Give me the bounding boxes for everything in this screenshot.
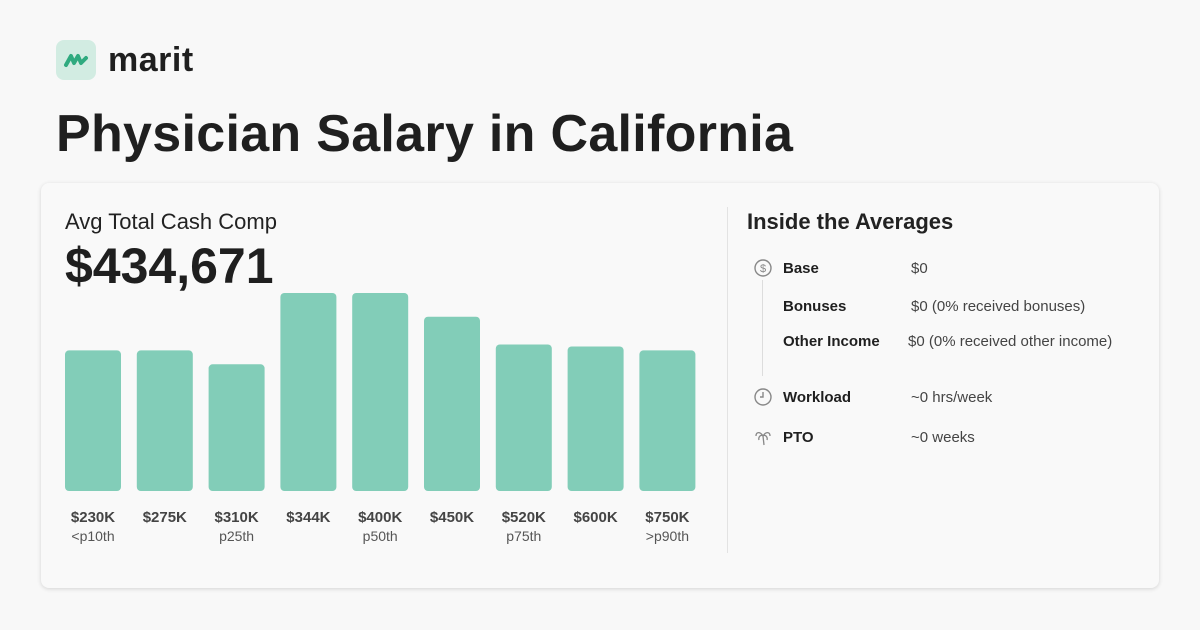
palm-tree-icon [753,427,773,447]
tick-label: $310K [214,509,258,526]
dollar-circle-icon: $ [753,258,773,278]
svg-text:$: $ [760,263,766,275]
bar [208,364,265,491]
averages-title: Inside the Averages [747,209,954,234]
bar [352,293,409,491]
row-label: Other Income [783,332,880,350]
bar [136,350,193,491]
salary-distribution-chart: $230K <p10th $275K $310K p25th $344K $400K p50t… [65,293,696,544]
percentile-label: p75th [506,528,541,544]
row-label: Workload [783,388,852,406]
bar [65,350,121,491]
tick-label: $600K [573,509,617,526]
page-title: Physician Salary in California [56,105,794,163]
divider [727,207,728,553]
percentile-label: >p90th [646,528,689,544]
bar [567,346,624,491]
row-pto: PTO ~0 weeks [753,427,1121,447]
row-value: ~0 weeks [911,428,975,446]
tick-label: $520K [502,509,546,526]
income-group-line [762,280,763,376]
row-label: PTO [783,428,814,446]
row-value: $0 [911,259,928,277]
brand-name: marit [108,40,194,79]
row-label: Bonuses [783,297,847,315]
bar [424,316,480,491]
row-other-income: Other Income $0 (0% received other incom… [753,331,1118,351]
tick-label: $344K [286,509,330,526]
tick-label: $400K [358,509,402,526]
tick-label: $450K [430,509,474,526]
summary-value: $434,671 [65,238,274,294]
clock-icon [753,387,773,407]
tick-label: $750K [645,509,689,526]
percentile-label: p50th [363,528,398,544]
bar [280,293,337,491]
percentile-label: p25th [219,528,254,544]
percentile-label: <p10th [71,528,114,544]
row-base: $ Base $0 [753,258,1121,278]
summary-label: Avg Total Cash Comp [65,209,277,234]
bar [495,344,552,491]
row-value: ~0 hrs/week [911,388,993,406]
brand-logo: marit [56,40,194,80]
tick-label: $275K [143,509,187,526]
logo-icon [56,40,96,80]
row-value: $0 (0% received other income) [908,332,1113,350]
row-workload: Workload ~0 hrs/week [753,387,1121,407]
salary-card: Avg Total Cash Comp $434,671 $230K <p10th… [41,183,1159,588]
row-bonuses: Bonuses $0 (0% received bonuses) [753,296,1121,316]
row-value: $0 (0% received bonuses) [911,297,1086,315]
bar [639,350,696,491]
row-label: Base [783,259,819,277]
tick-label: $230K [71,509,115,526]
